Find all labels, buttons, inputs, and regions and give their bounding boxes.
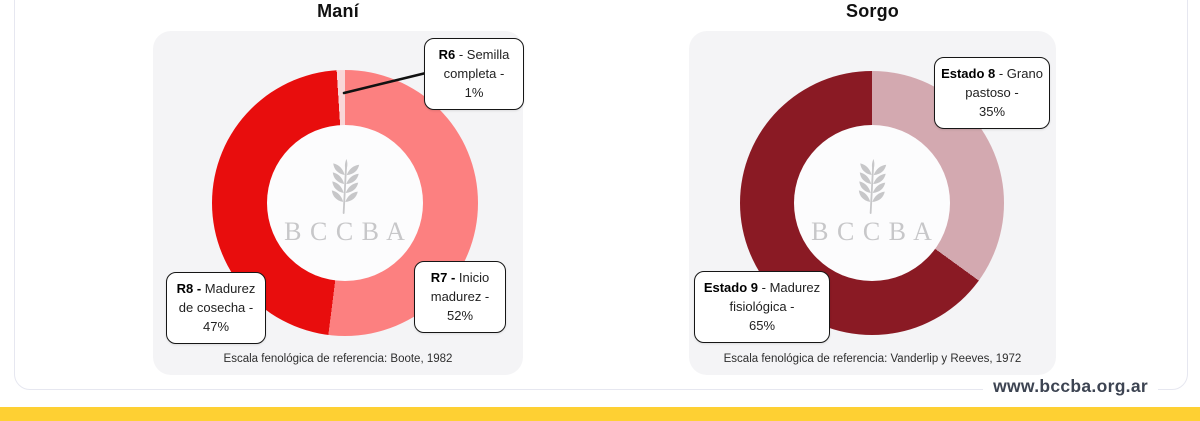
callout-estado8-text: - Grano pastoso - bbox=[965, 66, 1043, 101]
callout-r8-text: Madurez de cosecha - bbox=[178, 281, 256, 316]
website-url: www.bccba.org.ar bbox=[983, 375, 1158, 398]
callout-r8-pct: 47% bbox=[202, 319, 230, 335]
chart-title-sorgo: Sorgo bbox=[846, 1, 899, 21]
callout-r6-text: - Semilla completa - bbox=[443, 47, 510, 82]
callout-estado8: Estado 8 - Grano pastoso - 35% bbox=[934, 57, 1050, 129]
donut-hole-mani: B C C B A bbox=[267, 125, 423, 281]
callout-estado9-stage: Estado 9 bbox=[703, 280, 759, 295]
watermark-brand: B C C B A bbox=[811, 217, 933, 246]
callout-estado8-stage: Estado 8 bbox=[941, 66, 996, 81]
chart-caption-mani: Escala fenológica de referencia: Boote, … bbox=[223, 353, 453, 365]
chart-caption-sorgo: Escala fenológica de referencia: Vanderl… bbox=[723, 353, 1022, 365]
callout-r6-pct: 1% bbox=[464, 85, 484, 101]
callout-r6: R6 - Semilla completa - 1% bbox=[424, 38, 524, 110]
callout-estado9: Estado 9 - Madurez fisiológica - 65% bbox=[694, 271, 830, 343]
callout-r7-stage: R7 - bbox=[430, 270, 456, 285]
callout-r7-text: Inicio madurez - bbox=[430, 270, 490, 305]
wheat-ear-icon bbox=[858, 159, 887, 214]
callout-r8: R8 - Madurez de cosecha - 47% bbox=[166, 272, 266, 344]
wheat-ear-icon bbox=[331, 159, 360, 214]
chart-title-mani: Maní bbox=[317, 1, 359, 21]
callout-estado8-pct: 35% bbox=[978, 104, 1006, 120]
callout-r6-stage: R6 bbox=[438, 47, 456, 62]
donut-hole-sorgo: B C C B A bbox=[794, 125, 950, 281]
callout-estado9-pct: 65% bbox=[748, 318, 776, 334]
accent-bar bbox=[0, 407, 1200, 421]
callout-r7: R7 - Inicio madurez - 52% bbox=[414, 261, 506, 333]
callout-estado9-text: - Madurez fisiológica - bbox=[729, 280, 821, 315]
watermark-brand: B C C B A bbox=[284, 217, 406, 246]
callout-r8-stage: R8 - bbox=[176, 281, 202, 296]
callout-r7-pct: 52% bbox=[446, 308, 474, 324]
